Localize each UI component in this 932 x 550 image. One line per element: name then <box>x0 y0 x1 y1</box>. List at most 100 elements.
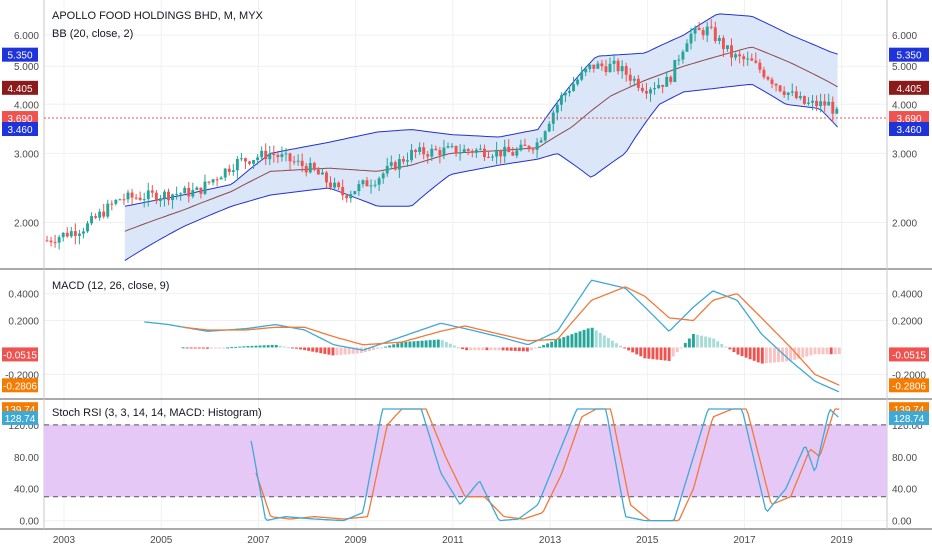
candle-body <box>77 233 81 236</box>
macd-histogram-bar <box>254 345 258 348</box>
macd-histogram-bar <box>424 340 428 348</box>
candle-body <box>337 182 341 188</box>
candle-body <box>61 232 65 238</box>
y-tick-label-left: -0.2000 <box>5 370 39 381</box>
y-tick-label-right: 6.000 <box>892 31 917 42</box>
candle-body <box>389 162 393 166</box>
macd-histogram-bar <box>542 345 546 348</box>
candle-body <box>713 27 717 42</box>
candle-body <box>195 187 199 190</box>
bollinger-band-fill <box>124 13 838 261</box>
macd-histogram-bar <box>639 347 643 357</box>
candle-body <box>580 72 584 80</box>
candle-body <box>179 193 183 195</box>
candle-body <box>559 95 563 105</box>
candle-body <box>466 149 470 151</box>
macd-histogram-bar <box>785 347 789 362</box>
candle-body <box>438 150 442 156</box>
stoch-rsi-pane[interactable] <box>44 408 887 522</box>
macd-histogram-bar <box>525 347 529 352</box>
candle-body <box>106 203 110 217</box>
candle-body <box>239 158 243 160</box>
macd-histogram-bar <box>246 346 250 348</box>
macd-histogram-bar <box>319 347 323 354</box>
candle-body <box>555 104 559 113</box>
macd-histogram-bar <box>299 347 303 350</box>
candle-body <box>717 37 721 42</box>
y-tick-label-left: 2.000 <box>14 219 39 230</box>
macd-histogram-bar <box>708 337 712 348</box>
candle-body <box>426 154 430 157</box>
macd-histogram-bar <box>311 347 315 352</box>
macd-histogram-bar <box>671 347 675 357</box>
x-tick-label: 2005 <box>150 535 173 546</box>
stoch-pane-title: Stoch RSI (3, 3, 14, 14, MACD: Histogram… <box>52 407 262 419</box>
macd-tag-left <box>2 378 38 393</box>
candle-body <box>300 160 304 166</box>
x-tick-label: 2003 <box>53 535 76 546</box>
price-tag-right <box>889 80 929 95</box>
macd-histogram-bar <box>250 345 254 348</box>
macd-pane[interactable] <box>144 279 841 393</box>
candle-body <box>572 84 576 91</box>
candle-body <box>596 63 600 69</box>
candle-body <box>807 102 810 104</box>
candle-body <box>219 177 223 180</box>
candle-body <box>325 172 328 183</box>
macd-histogram-bar <box>266 345 270 348</box>
macd-tag-left <box>2 347 38 362</box>
candle-body <box>608 63 612 73</box>
candle-body <box>341 187 345 196</box>
macd-histogram-bar <box>793 347 797 360</box>
candle-body <box>353 191 357 195</box>
candle-body <box>624 66 628 75</box>
candle-body <box>329 182 332 188</box>
macd-histogram-bar <box>772 347 776 363</box>
candle-body <box>661 84 665 87</box>
candle-body <box>677 59 681 61</box>
candle-body <box>49 240 53 243</box>
stoch-tag-left-text: 128.74 <box>5 414 36 425</box>
candle-body <box>507 146 511 153</box>
candle-body <box>547 123 551 132</box>
price-tag-right <box>889 122 929 137</box>
macd-histogram-bar <box>728 347 732 350</box>
macd-tag-left-text: -0.0515 <box>3 350 37 361</box>
candle-body <box>207 181 211 183</box>
macd-histogram-bar <box>388 345 392 348</box>
y-tick-label-right: 80.00 <box>892 453 917 464</box>
macd-histogram-bar <box>760 347 764 364</box>
candle-body <box>292 161 296 163</box>
candle-body <box>527 145 531 150</box>
candle-body <box>819 101 823 107</box>
candle-body <box>175 193 179 195</box>
candle-body <box>393 162 397 170</box>
macd-histogram-bar <box>598 332 602 348</box>
candle-body <box>45 240 49 242</box>
macd-histogram-bar <box>420 340 424 348</box>
macd-histogram-bar <box>238 346 242 348</box>
candle-body <box>90 216 94 224</box>
macd-histogram-bar <box>546 343 550 348</box>
candle-body <box>685 43 689 52</box>
candle-body <box>657 84 661 89</box>
candle-body <box>535 142 539 150</box>
y-tick-label-left: 80.00 <box>14 453 39 464</box>
candle-body <box>442 147 446 156</box>
candle-body <box>268 153 272 160</box>
macd-histogram-bar <box>647 347 651 359</box>
candle-body <box>811 100 814 103</box>
candle-body <box>774 83 778 86</box>
candle-body <box>260 150 264 158</box>
x-tick-label: 2009 <box>345 535 368 546</box>
candle-body <box>102 211 106 217</box>
price-pane[interactable] <box>44 13 887 262</box>
macd-histogram-bar <box>234 346 238 348</box>
candle-body <box>187 187 191 197</box>
candle-body <box>669 76 673 83</box>
candle-body <box>766 77 770 80</box>
candle-body <box>114 199 118 204</box>
candle-body <box>126 192 130 200</box>
macd-histogram-bar <box>481 347 485 351</box>
